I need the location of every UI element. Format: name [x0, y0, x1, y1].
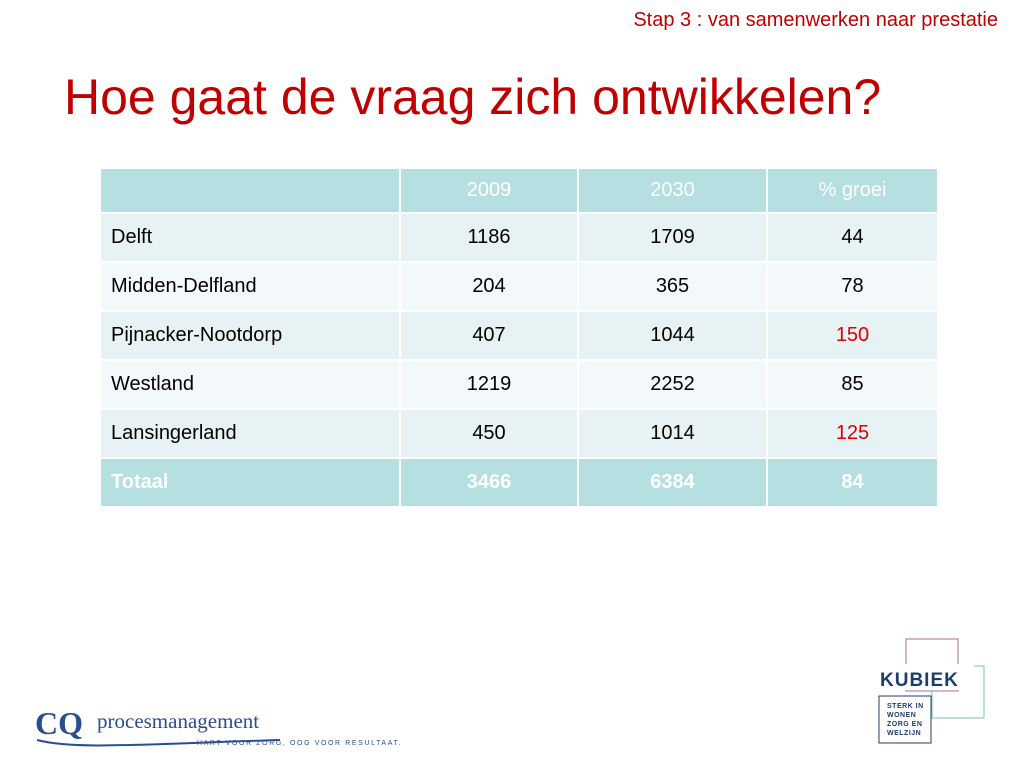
- svg-text:WELZIJN: WELZIJN: [887, 730, 921, 737]
- growth-value: 78: [766, 261, 939, 312]
- growth-value: 85: [766, 359, 939, 410]
- table-row: Westland 1219 2252 85: [99, 359, 939, 410]
- total-row: Totaal 3466 6384 84: [99, 457, 939, 508]
- growth-table: 2009 2030 % groei Delft 1186 1709 44 Midden-…: [99, 167, 939, 508]
- svg-text:WONEN: WONEN: [887, 712, 916, 719]
- svg-text:procesmanagement: procesmanagement: [97, 709, 259, 733]
- page-title: Hoe gaat de vraag zich ontwikkelen?: [64, 69, 882, 125]
- value-2030: 365: [577, 261, 768, 312]
- total-2030: 6384: [577, 457, 768, 508]
- municipality-name: Delft: [99, 212, 401, 263]
- value-2009: 450: [399, 408, 579, 459]
- svg-text:CQ: CQ: [35, 705, 83, 741]
- value-2009: 1219: [399, 359, 579, 410]
- step-label: Stap 3 : van samenwerken naar prestatie: [633, 9, 998, 31]
- municipality-name: Westland: [99, 359, 401, 410]
- municipality-name: Lansingerland: [99, 408, 401, 459]
- column-header: % groei: [766, 167, 939, 214]
- municipality-name: Pijnacker-Nootdorp: [99, 310, 401, 361]
- table-row: Delft 1186 1709 44: [99, 212, 939, 263]
- svg-text:ZORG EN: ZORG EN: [887, 721, 922, 728]
- svg-text:HART VOOR ZORG, OOG VOOR RESUL: HART VOOR ZORG, OOG VOOR RESULTAAT.: [197, 740, 402, 747]
- municipality-name: Midden-Delfland: [99, 261, 401, 312]
- column-header: [99, 167, 401, 214]
- kubiek-logo-graphic: KUBIEK STERK IN WONEN ZORG EN WELZIJN: [878, 638, 985, 744]
- column-header: 2009: [399, 167, 579, 214]
- svg-text:KUBIEK: KUBIEK: [880, 670, 959, 691]
- value-2009: 1186: [399, 212, 579, 263]
- value-2030: 1709: [577, 212, 768, 263]
- table-row: Lansingerland 450 1014 125: [99, 408, 939, 459]
- cq-logo: CQ procesmanagement HART VOOR ZORG, OOG …: [35, 704, 405, 753]
- kubiek-logo: KUBIEK STERK IN WONEN ZORG EN WELZIJN: [870, 638, 990, 751]
- growth-value: 125: [766, 408, 939, 459]
- table-row: Midden-Delfland 204 365 78: [99, 261, 939, 312]
- value-2030: 1014: [577, 408, 768, 459]
- growth-value: 150: [766, 310, 939, 361]
- table-header-row: 2009 2030 % groei: [99, 167, 939, 214]
- svg-text:STERK IN: STERK IN: [887, 703, 924, 710]
- value-2009: 204: [399, 261, 579, 312]
- value-2030: 2252: [577, 359, 768, 410]
- total-label: Totaal: [99, 457, 401, 508]
- column-header: 2030: [577, 167, 768, 214]
- total-2009: 3466: [399, 457, 579, 508]
- cq-logo-graphic: CQ procesmanagement HART VOOR ZORG, OOG …: [35, 705, 402, 747]
- value-2009: 407: [399, 310, 579, 361]
- total-growth: 84: [766, 457, 939, 508]
- table-row: Pijnacker-Nootdorp 407 1044 150: [99, 310, 939, 361]
- value-2030: 1044: [577, 310, 768, 361]
- growth-value: 44: [766, 212, 939, 263]
